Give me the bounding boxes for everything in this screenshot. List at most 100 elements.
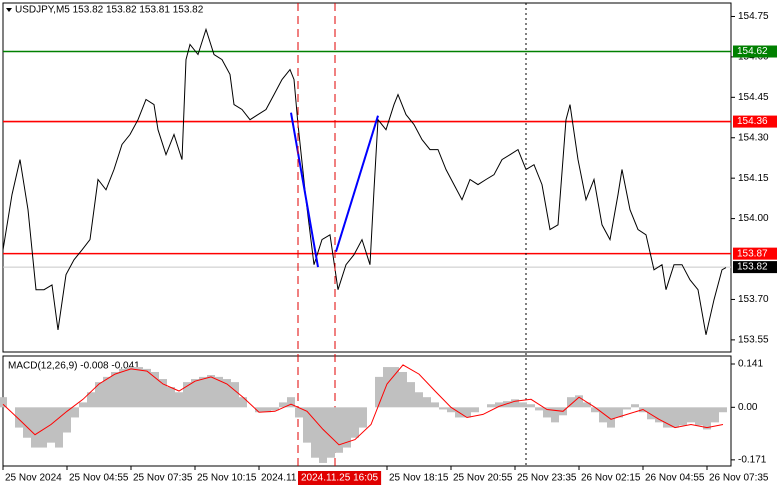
- histogram-bar: [511, 399, 519, 408]
- histogram-bar: [471, 407, 479, 413]
- histogram-bar: [487, 404, 495, 408]
- collapse-icon[interactable]: [6, 8, 12, 12]
- level-box: [733, 45, 777, 58]
- histogram-bar: [607, 407, 615, 428]
- histogram-bar: [719, 407, 727, 413]
- y-tick-label: 154.30: [738, 132, 769, 143]
- histogram-bar: [127, 367, 135, 408]
- histogram-bar: [711, 407, 719, 423]
- y-tick-label: 153.55: [738, 335, 769, 346]
- histogram-bar: [463, 407, 471, 418]
- histogram-bar: [343, 407, 351, 448]
- level-label: 153.87: [737, 248, 768, 259]
- x-tick-label: 25 Nov 23:35: [517, 473, 577, 484]
- y-tick-label: 153.70: [738, 294, 769, 305]
- histogram-bar: [431, 402, 439, 408]
- trend-line: [290, 112, 319, 268]
- x-tick-label: 26 Nov 02:15: [581, 473, 641, 484]
- histogram-bar: [447, 407, 455, 413]
- y-tick-label: 154.45: [738, 92, 769, 103]
- histogram-bar: [591, 407, 599, 413]
- trend-line: [335, 115, 379, 252]
- histogram-bar: [119, 368, 127, 408]
- histogram-bar: [599, 407, 607, 423]
- histogram-bar: [527, 404, 535, 408]
- histogram-bar: [199, 376, 207, 408]
- histogram-bar: [359, 407, 367, 428]
- y-tick-label: 0.00: [738, 402, 758, 413]
- histogram-bar: [567, 397, 575, 408]
- y-tick-label: 154.15: [738, 173, 769, 184]
- histogram-bar: [415, 392, 423, 408]
- histogram-bar: [103, 376, 111, 408]
- histogram-bar: [631, 404, 639, 408]
- price-pane: [2, 2, 732, 353]
- histogram-bar: [95, 382, 103, 408]
- histogram-bar: [679, 407, 687, 426]
- x-tick-label: 26 Nov 04:55: [645, 473, 705, 484]
- histogram-bar: [223, 379, 231, 408]
- histogram-bar: [263, 407, 271, 413]
- histogram-bar: [271, 407, 279, 411]
- level-label: 154.62: [737, 46, 768, 57]
- histogram-bar: [31, 407, 39, 448]
- histogram-bar: [375, 376, 383, 408]
- x-tick-label: 25 Nov 07:35: [133, 473, 193, 484]
- histogram-bar: [575, 395, 583, 408]
- histogram-bar: [391, 367, 399, 408]
- histogram-bar: [63, 407, 71, 433]
- histogram-bar: [255, 407, 263, 413]
- histogram-bar: [407, 382, 415, 408]
- histogram-bar: [647, 407, 655, 420]
- histogram-bar: [615, 407, 623, 418]
- vertical-line-label: 2024.11.25 16:05: [301, 473, 379, 484]
- x-tick-label: 25 Nov 2024: [5, 473, 62, 484]
- histogram-bar: [351, 407, 359, 438]
- histogram-bar: [39, 407, 47, 448]
- histogram-bar: [151, 371, 159, 408]
- level-box: [733, 261, 777, 274]
- histogram-bar: [703, 407, 711, 430]
- histogram-bar: [295, 407, 303, 418]
- level-label: 153.82: [737, 262, 768, 273]
- histogram-bar: [215, 376, 223, 408]
- histogram-bar: [303, 407, 311, 443]
- x-tick-label: 26 Nov 07:35: [709, 473, 769, 484]
- histogram-bar: [231, 382, 239, 408]
- histogram-bar: [311, 407, 319, 458]
- histogram-bar: [183, 382, 191, 408]
- histogram-bar: [535, 407, 543, 411]
- histogram-bar: [327, 407, 335, 458]
- histogram-bar: [135, 367, 143, 408]
- histogram-bar: [543, 407, 551, 418]
- level-label: 154.36: [737, 116, 768, 127]
- signal-line: [2, 364, 724, 446]
- x-tick-label: 25 Nov 10:15: [197, 473, 257, 484]
- histogram-bar: [687, 407, 695, 423]
- histogram-bar: [399, 371, 407, 408]
- x-tick-label: 25 Nov 18:15: [389, 473, 449, 484]
- histogram-bar: [495, 402, 503, 408]
- histogram-bar: [111, 371, 119, 408]
- y-tick-label: 154.00: [738, 213, 769, 224]
- histogram-bar: [551, 407, 559, 423]
- histogram-bar: [695, 407, 703, 426]
- histogram-bar: [71, 407, 79, 418]
- macd-pane: [2, 355, 732, 467]
- histogram-bar: [279, 402, 287, 408]
- x-tick-label: 2024.11: [261, 473, 297, 484]
- histogram-bar: [335, 407, 343, 453]
- macd-title: MACD(12,26,9) -0.008 -0.041: [8, 361, 140, 372]
- histogram-bar: [87, 392, 95, 408]
- histogram-bar: [23, 407, 31, 438]
- histogram-bar: [79, 402, 87, 408]
- histogram-bar: [207, 375, 215, 408]
- level-box: [733, 115, 777, 128]
- y-tick-label: 154.75: [738, 11, 769, 22]
- histogram-bar: [671, 407, 679, 428]
- histogram-bar: [239, 397, 247, 408]
- level-box: [733, 247, 777, 260]
- x-tick-label: 25 Nov 20:55: [453, 473, 513, 484]
- histogram-bar: [663, 407, 671, 428]
